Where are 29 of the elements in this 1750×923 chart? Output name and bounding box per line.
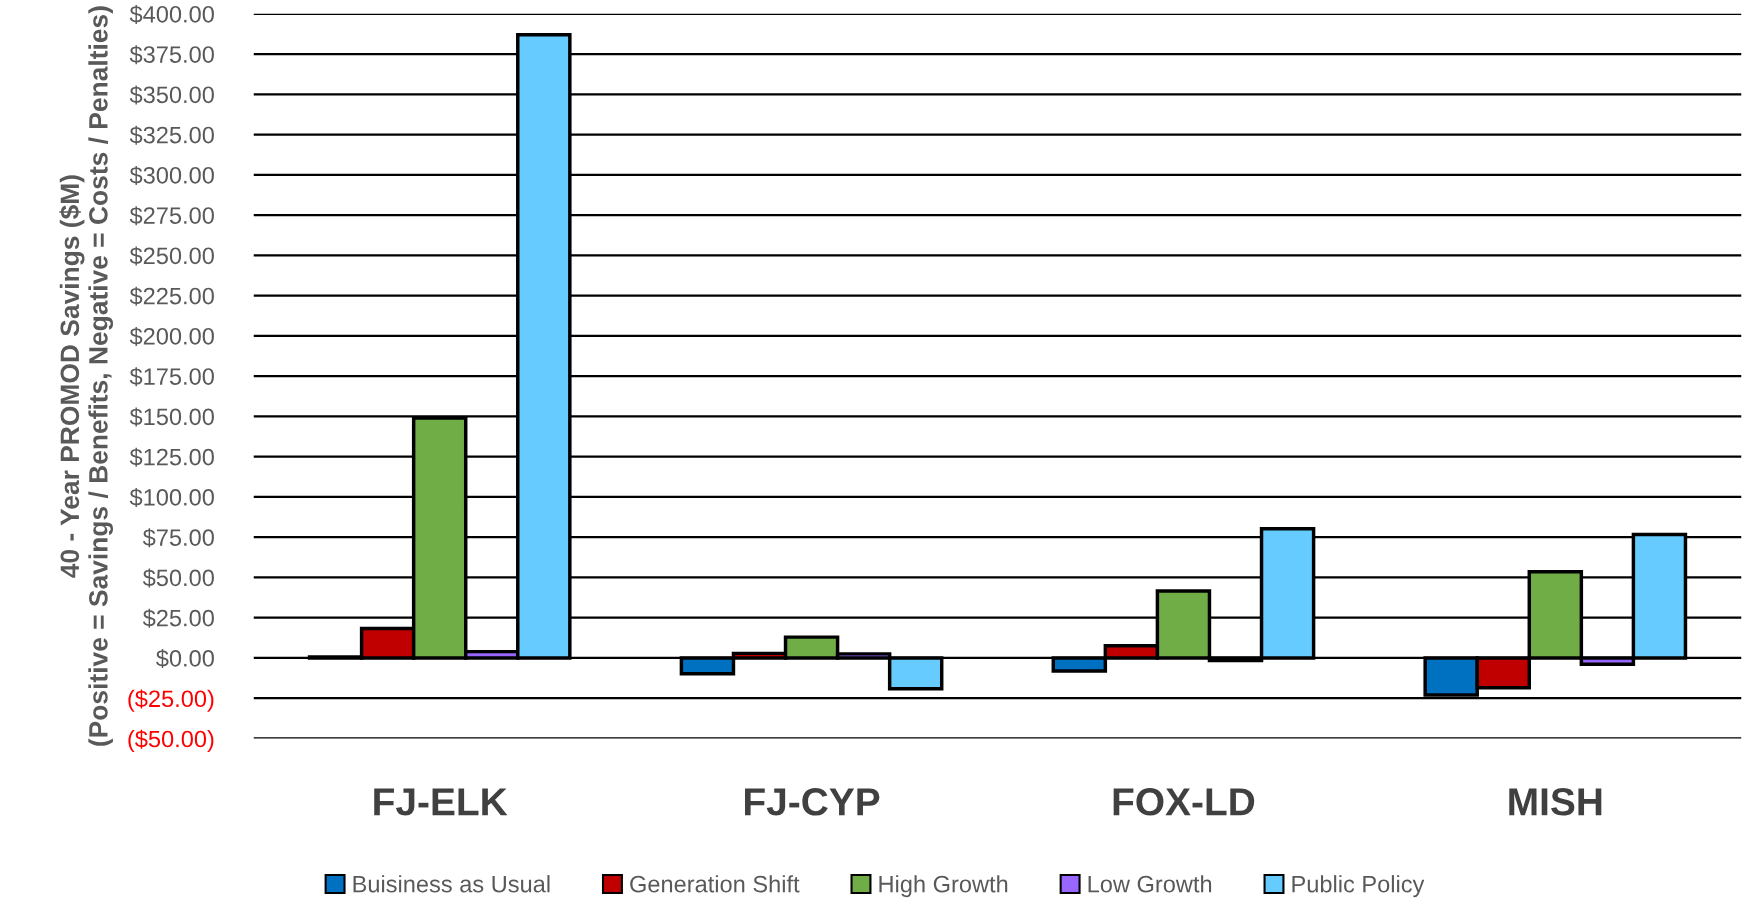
legend-label: Buisiness as Usual <box>353 875 550 893</box>
y-tick-label: $75.00 <box>142 528 214 548</box>
legend-label: High Growth <box>879 875 1008 898</box>
x-tick-label: MISH <box>1509 788 1602 816</box>
y-tick-label: $125.00 <box>129 447 214 467</box>
y-tick-label: $250.00 <box>129 246 214 266</box>
y-tick-label: $350.00 <box>129 85 214 105</box>
x-tick-label: FOX-LD <box>1113 788 1255 816</box>
y-tick-label: $300.00 <box>129 165 214 186</box>
legend-label: Generation Shift <box>630 875 800 893</box>
y-tick-label: $100.00 <box>129 487 214 508</box>
y-tick-label: $0.00 <box>156 648 214 669</box>
y-tick-label: $150.00 <box>129 407 214 427</box>
legend-label: Low Growth <box>1088 875 1212 893</box>
x-tick-label: FJ-ELK <box>374 788 508 816</box>
x-tick-label: FJ-CYP <box>745 788 880 816</box>
y-tick-label: ($50.00) <box>128 729 214 753</box>
y-tick-label: ($25.00) <box>128 689 214 712</box>
y-tick-label: $25.00 <box>142 608 214 628</box>
y-tick-label: $325.00 <box>129 125 214 145</box>
y-tick-label: $400.00 <box>129 4 214 25</box>
y-tick-label: $50.00 <box>142 568 214 588</box>
y-tick-label: $375.00 <box>129 45 214 65</box>
y-tick-label: $275.00 <box>129 206 214 226</box>
y-tick-label: $175.00 <box>129 367 214 387</box>
y-tick-label: $200.00 <box>129 326 214 347</box>
y-axis-title: 40 - Year PROMOD Savings ($M) (Positive = Savings / Benefits, Negative = Costs / Penalties) <box>59 6 114 746</box>
y-tick-label: $225.00 <box>129 286 214 306</box>
legend-label: Public Policy <box>1292 875 1425 898</box>
